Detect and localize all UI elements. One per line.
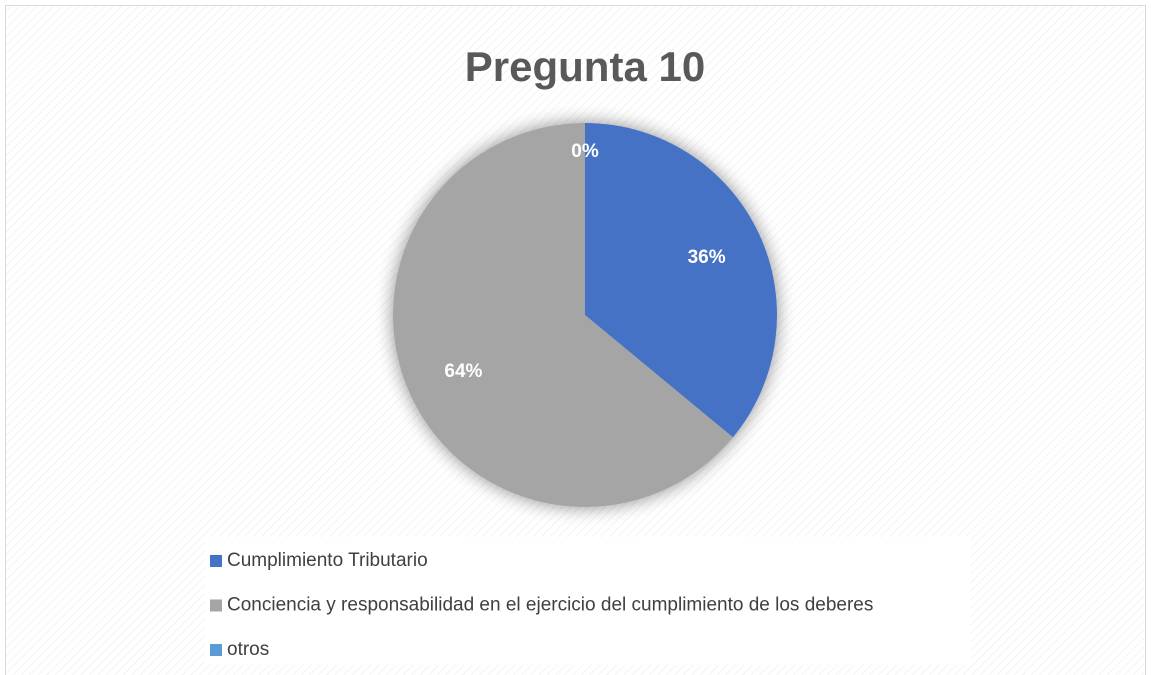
- pie-slice: [392, 123, 733, 507]
- data-label: 36%: [688, 247, 726, 268]
- legend-label: otros: [227, 639, 269, 660]
- legend-swatch: [210, 555, 222, 567]
- pie: [392, 123, 777, 507]
- data-label: 0%: [571, 141, 599, 162]
- legend-label: Conciencia y responsabilidad en el ejerc…: [227, 595, 873, 616]
- legend-swatch: [210, 599, 222, 612]
- legend-swatch: [210, 644, 222, 656]
- data-label: 64%: [444, 361, 482, 382]
- pie-slice: [585, 123, 777, 438]
- legend-label: Cumplimiento Tributario: [227, 550, 428, 571]
- chart-title: Pregunta 10: [465, 43, 705, 90]
- legend-box: [205, 537, 970, 665]
